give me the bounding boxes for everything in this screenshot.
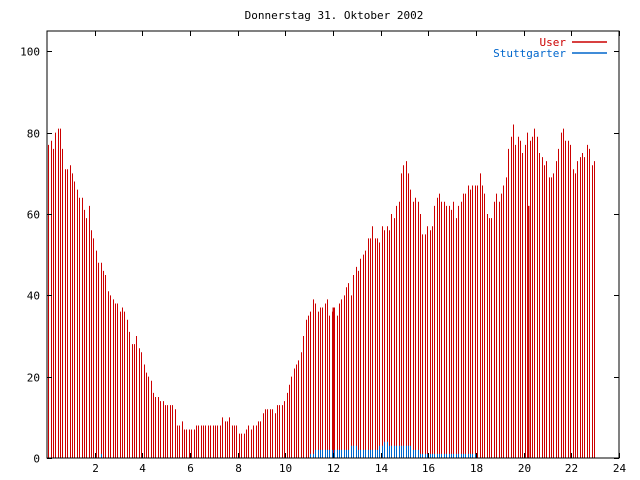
legend-label-stuttgarter: Stuttgarter xyxy=(493,47,566,60)
x-tick-label: 8 xyxy=(235,462,242,475)
x-axis: 2 4 6 8 10 12 14 16 18 20 22 24 xyxy=(92,31,626,475)
y-tick-label: 60 xyxy=(27,209,40,222)
x-tick-label: 18 xyxy=(470,462,483,475)
x-tick-label: 20 xyxy=(518,462,531,475)
y-axis: 0 20 40 60 80 100 xyxy=(20,46,619,466)
x-tick-label: 14 xyxy=(375,462,389,475)
x-tick-label: 22 xyxy=(565,462,578,475)
legend: User Stuttgarter xyxy=(493,36,607,60)
series-stuttgarter xyxy=(101,441,476,458)
x-tick-label: 2 xyxy=(92,462,99,475)
x-tick-label: 4 xyxy=(139,462,146,475)
y-tick-label: 80 xyxy=(27,128,40,141)
y-tick-label: 40 xyxy=(27,290,40,303)
x-tick-label: 12 xyxy=(327,462,340,475)
y-tick-label: 100 xyxy=(20,46,40,59)
x-tick-label: 16 xyxy=(422,462,435,475)
x-tick-label: 10 xyxy=(279,462,292,475)
legend-label-user: User xyxy=(540,36,567,49)
y-tick-label: 0 xyxy=(33,453,40,466)
x-tick-label: 24 xyxy=(613,462,627,475)
y-tick-label: 20 xyxy=(27,372,40,385)
series-user xyxy=(48,124,595,458)
x-tick-label: 6 xyxy=(187,462,194,475)
chart-title: Donnerstag 31. Oktober 2002 xyxy=(245,9,424,22)
